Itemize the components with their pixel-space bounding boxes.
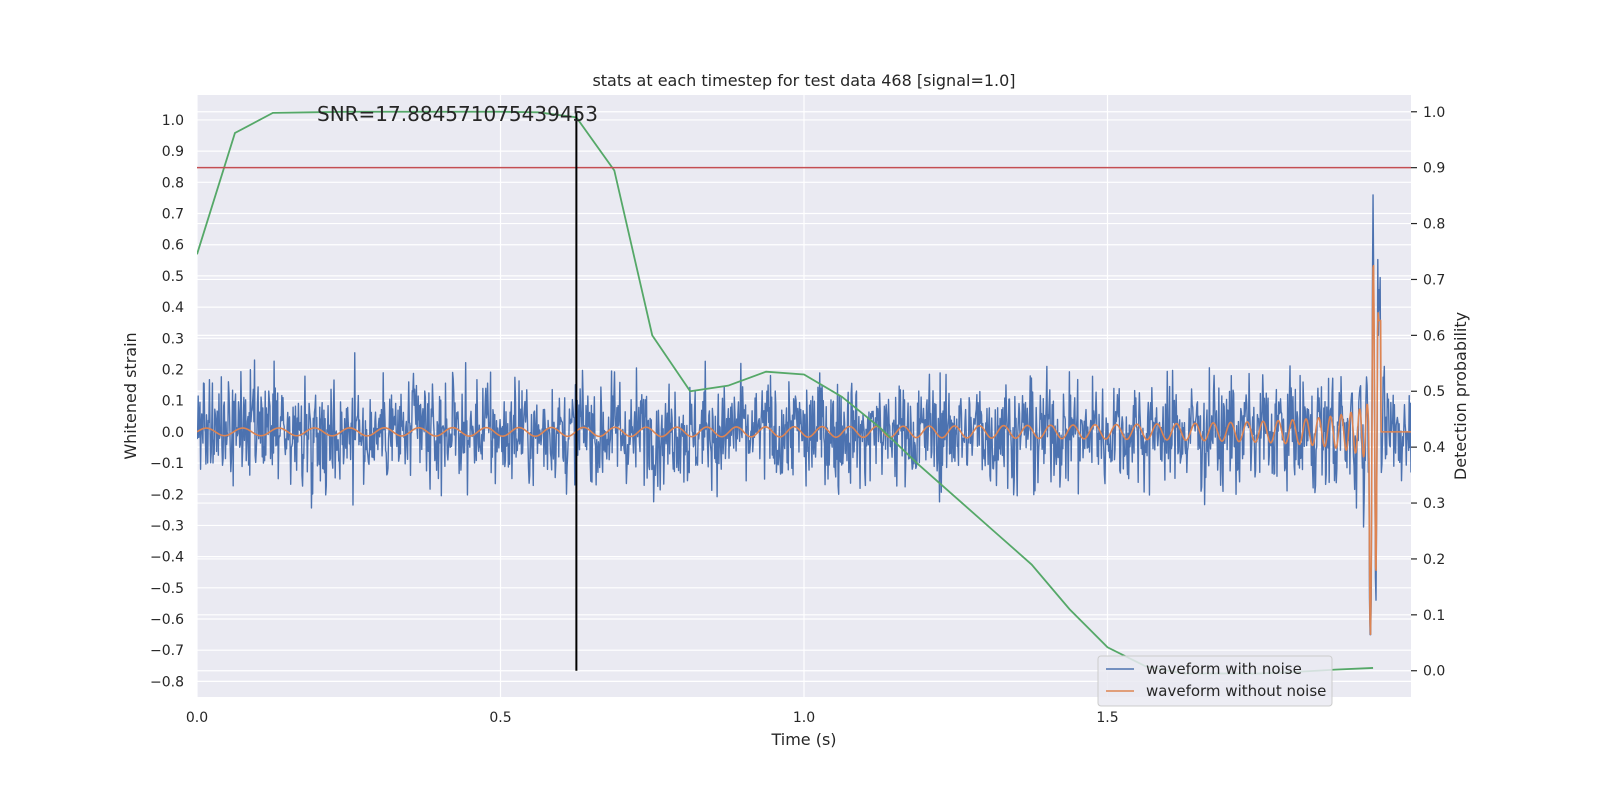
y-tick-label-left: −0.2 (150, 487, 184, 503)
snr-annotation: SNR=17.884571075439453 (317, 102, 598, 126)
y-tick-label-right: 1.0 (1423, 105, 1445, 121)
x-tick-label: 0.5 (489, 710, 511, 726)
line-waveform-with-noise (197, 194, 1411, 636)
y-tick-label-left: 0.8 (162, 175, 184, 191)
y-tick-label-left: −0.5 (150, 581, 184, 597)
y-tick-label-left: 0.0 (162, 425, 184, 441)
y-tick-label-right: 0.0 (1423, 664, 1445, 680)
legend-box (1097, 655, 1333, 707)
y-tick-label-right: 0.1 (1423, 608, 1445, 624)
y-tick-label-left: 0.1 (162, 394, 184, 410)
axes: 0.0 0.5 1.0 1.5 1.0 0.9 0.8 0.7 0.6 0.5 0.4 0.3 0.2 0… (150, 105, 1445, 726)
x-tick-label: 1.5 (1096, 710, 1118, 726)
legend-label-chirp: waveform without noise (1146, 682, 1326, 700)
y-tick-label-left: 0.3 (162, 331, 184, 347)
y-tick-label-left: −0.3 (150, 518, 184, 534)
chart-title: stats at each timestep for test data 468… (592, 71, 1015, 90)
line-waveform-without-noise (197, 264, 1411, 636)
y-axis-label-left: Whitened strain (121, 332, 140, 459)
y-tick-label-left: −0.6 (150, 612, 184, 628)
y-tick-label-left: 0.6 (162, 238, 184, 254)
y-tick-label-right: 0.8 (1423, 217, 1445, 233)
legend: waveform with noise waveform without noi… (1097, 655, 1333, 707)
y-tick-label-left: 0.2 (162, 362, 184, 378)
y-tick-label-left: −0.7 (150, 643, 184, 659)
series-waveform-without-noise (197, 264, 1411, 636)
x-tick-label: 1.0 (793, 710, 815, 726)
x-axis-label: Time (s) (770, 730, 836, 749)
y-tick-label-left: 0.5 (162, 269, 184, 285)
y-tick-label-left: −0.4 (150, 550, 184, 566)
y-axis-label-right: Detection probability (1451, 312, 1470, 480)
x-tick-label: 0.0 (186, 710, 208, 726)
series-waveform-with-noise (197, 194, 1411, 636)
y-tick-label-right: 0.9 (1423, 161, 1445, 177)
y-tick-label-right: 0.5 (1423, 384, 1445, 400)
reference-lines (197, 111, 1411, 671)
legend-label-noise: waveform with noise (1146, 660, 1302, 678)
y-tick-label-right: 0.4 (1423, 440, 1445, 456)
y-tick-label-left: 0.7 (162, 207, 184, 223)
y-tick-label-right: 0.3 (1423, 496, 1445, 512)
y-tick-label-left: −0.8 (150, 674, 184, 690)
y-tick-label-left: −0.1 (150, 456, 184, 472)
y-tick-label-left: 1.0 (162, 113, 184, 129)
y-tick-label-right: 0.7 (1423, 272, 1445, 288)
y-tick-label-left: 0.9 (162, 144, 184, 160)
y-tick-label-right: 0.6 (1423, 328, 1445, 344)
y-tick-label-left: 0.4 (162, 300, 184, 316)
y-tick-label-right: 0.2 (1423, 552, 1445, 568)
